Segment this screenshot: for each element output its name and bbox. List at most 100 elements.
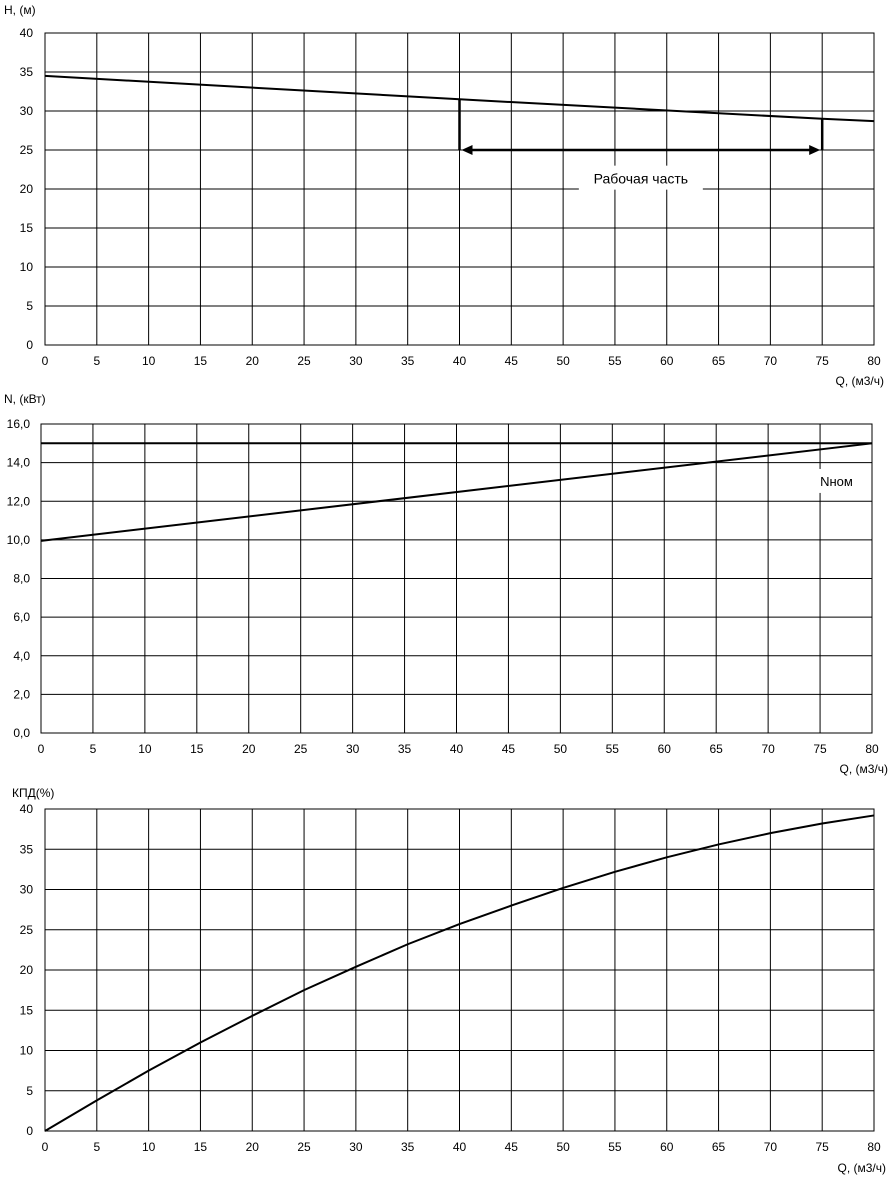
x-tick-label: 70: [764, 354, 778, 368]
x-tick-label: 75: [816, 354, 830, 368]
x-tick-label: 55: [606, 742, 620, 756]
x-tick-label: 5: [93, 1140, 100, 1154]
y-axis-label: H, (м): [4, 3, 36, 17]
y-tick-label: 16,0: [7, 417, 31, 431]
x-tick-label: 55: [608, 1140, 622, 1154]
y-tick-label: 35: [20, 842, 34, 856]
x-tick-label: 0: [42, 1140, 49, 1154]
plot-frame: [40, 423, 873, 734]
y-tick-label: 25: [20, 143, 34, 157]
y-tick-label: 0: [26, 338, 33, 352]
y-tick-label: 10: [20, 260, 34, 274]
x-tick-label: 5: [93, 354, 100, 368]
chart-1: 0 5 10 15 20 25 30 35 40 45 50 55 60 65 70 75 80 0 5 10 15 20…: [4, 3, 884, 388]
x-tick-label: 65: [712, 1140, 726, 1154]
x-tick-label: 35: [401, 1140, 415, 1154]
y-tick-label: 20: [20, 182, 34, 196]
chart-3: 0 5 10 15 20 25 30 35 40 45 50 55 60 65 70 75 80 0 5 10 15 20…: [12, 786, 886, 1175]
y-tick-label: 0: [26, 1124, 33, 1138]
x-tick-label: 45: [505, 354, 519, 368]
x-tick-label: 80: [867, 354, 881, 368]
range-arrow-head-left: [461, 145, 473, 155]
x-tick-label: 20: [242, 742, 256, 756]
x-tick-label: 65: [712, 354, 726, 368]
x-tick-label: 70: [761, 742, 775, 756]
x-tick-label: 40: [453, 354, 467, 368]
x-tick-label: 70: [764, 1140, 778, 1154]
x-tick-label: 20: [246, 1140, 260, 1154]
x-axis-label: Q, (м3/ч): [839, 762, 888, 776]
y-tick-label: 4,0: [13, 649, 30, 663]
x-tick-label: 75: [813, 742, 827, 756]
y-tick-label: 20: [20, 963, 34, 977]
x-axis-label: Q, (м3/ч): [835, 374, 884, 388]
y-tick-label: 25: [20, 923, 34, 937]
y-tick-label: 5: [26, 1084, 33, 1098]
x-tick-label: 80: [865, 742, 879, 756]
x-tick-label: 50: [556, 354, 570, 368]
x-tick-label: 45: [505, 1140, 519, 1154]
x-tick-label: 35: [398, 742, 412, 756]
y-tick-label: 35: [20, 65, 34, 79]
x-tick-label: 30: [346, 742, 360, 756]
y-tick-label: 8,0: [13, 572, 30, 586]
x-tick-label: 75: [816, 1140, 830, 1154]
x-tick-label: 10: [142, 1140, 156, 1154]
x-tick-label: 15: [194, 354, 208, 368]
x-tick-label: 35: [401, 354, 415, 368]
x-tick-label: 50: [554, 742, 568, 756]
y-tick-label: 2,0: [13, 687, 30, 701]
y-tick-label: 40: [20, 802, 34, 816]
y-tick-label: 0,0: [13, 726, 30, 740]
nnom-label-background: [798, 468, 849, 493]
nnom-label: Nном: [820, 474, 853, 489]
x-tick-label: 60: [660, 1140, 674, 1154]
y-tick-label: 6,0: [13, 610, 30, 624]
x-tick-label: 10: [142, 354, 156, 368]
x-tick-label: 20: [246, 354, 260, 368]
y-tick-label: 10,0: [7, 533, 31, 547]
series-line-1: [40, 442, 873, 542]
x-tick-label: 45: [502, 742, 516, 756]
x-tick-label: 10: [138, 742, 152, 756]
x-tick-label: 5: [90, 742, 97, 756]
range-label: Рабочая часть: [594, 171, 689, 187]
x-tick-label: 25: [297, 1140, 311, 1154]
y-tick-label: 30: [20, 104, 34, 118]
x-tick-label: 55: [608, 354, 622, 368]
x-tick-label: 15: [194, 1140, 208, 1154]
plot-frame: [44, 32, 875, 346]
x-tick-label: 40: [453, 1140, 467, 1154]
y-tick-label: 30: [20, 883, 34, 897]
series-line-1: [44, 74, 875, 123]
y-tick-label: 14,0: [7, 456, 31, 470]
x-tick-label: 40: [450, 742, 464, 756]
x-tick-label: 30: [349, 354, 363, 368]
x-tick-label: 25: [297, 354, 311, 368]
y-tick-label: 12,0: [7, 494, 31, 508]
y-tick-label: 5: [26, 299, 33, 313]
x-tick-label: 0: [38, 742, 45, 756]
x-tick-label: 65: [710, 742, 724, 756]
plot-frame: [44, 808, 875, 1132]
y-tick-label: 15: [20, 221, 34, 235]
x-tick-label: 60: [658, 742, 672, 756]
x-tick-label: 30: [349, 1140, 363, 1154]
x-tick-label: 25: [294, 742, 308, 756]
y-axis-label: N, (кВт): [4, 392, 46, 406]
y-tick-label: 10: [20, 1044, 34, 1058]
x-axis-label: Q, (м3/ч): [837, 1161, 886, 1175]
range-label-background: [578, 165, 703, 190]
series-line-1: [44, 814, 875, 1132]
range-arrow-head-right: [809, 145, 821, 155]
y-tick-label: 15: [20, 1003, 34, 1017]
x-tick-label: 60: [660, 354, 674, 368]
x-tick-label: 50: [556, 1140, 570, 1154]
x-tick-label: 80: [867, 1140, 881, 1154]
chart-2: 0 5 10 15 20 25 30 35 40 45 50 55 60 65 70 75 80 0,0 2,0 4,…: [4, 392, 888, 776]
y-axis-label: КПД(%): [12, 786, 54, 800]
x-tick-label: 15: [190, 742, 204, 756]
y-tick-label: 40: [20, 26, 34, 40]
x-tick-label: 0: [42, 354, 49, 368]
